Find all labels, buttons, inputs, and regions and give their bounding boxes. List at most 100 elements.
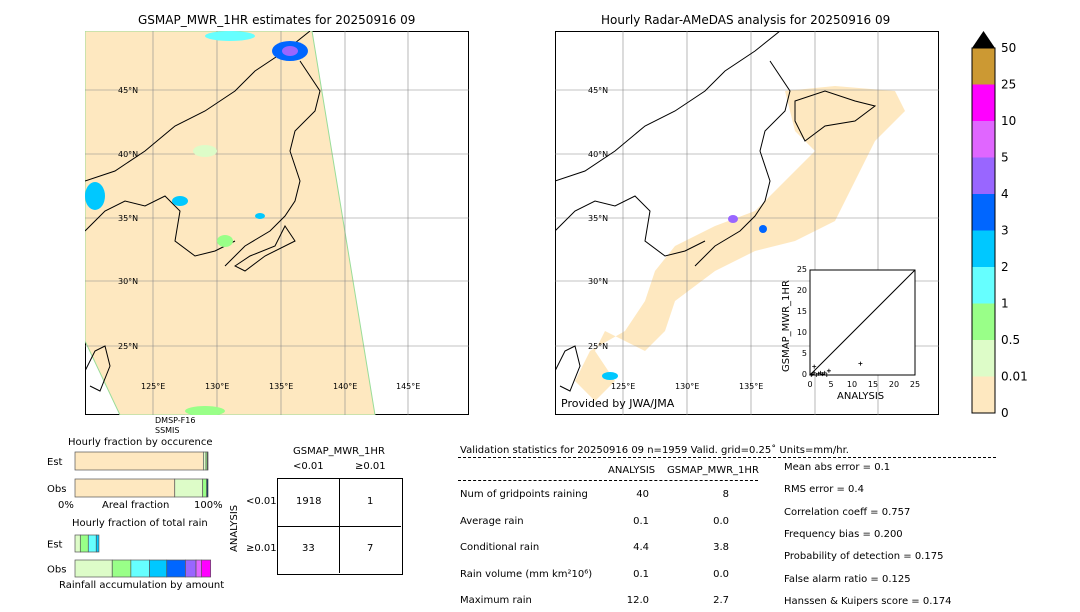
scatter-point [816, 371, 821, 376]
scatter-point [812, 370, 817, 375]
stats-g: 0.0 [713, 568, 729, 580]
lat-label: 45°N [118, 86, 138, 95]
score: Correlation coeff = 0.757 [784, 506, 911, 518]
y-tick: 0 [802, 370, 807, 379]
lat-label: 25°N [588, 342, 608, 351]
tick-100: 100% [194, 500, 223, 511]
score: False alarm ratio = 0.125 [784, 573, 911, 585]
lon-label: 135°E [269, 382, 293, 391]
stats-col-analysis: ANALYSIS [608, 465, 656, 476]
y-tick: 20 [797, 286, 807, 295]
colorbar-extend-arrow [972, 31, 995, 48]
swath [85, 31, 376, 415]
left-map: 45°N 40°N 35°N 30°N 25°N 125°E 130°E 135°E 140°… [85, 31, 469, 415]
colorbar-label: 4 [1001, 187, 1009, 201]
rain-patches [85, 31, 308, 415]
stats-g: 0.0 [713, 515, 729, 527]
colorbar-segment [972, 376, 995, 413]
rain-xlabel: Rainfall accumulation by amount [59, 580, 225, 591]
bar-segment [74, 559, 113, 578]
y-tick: 10 [797, 328, 807, 337]
x-tick: 0 [807, 380, 812, 389]
colorbar-segment [972, 84, 995, 121]
colorbar-segment [972, 194, 995, 231]
colorbar-label: 0.01 [1001, 370, 1028, 384]
coastline [85, 31, 321, 392]
scatter-point [824, 373, 829, 377]
bar-segment [74, 478, 176, 498]
row-label: Est [47, 540, 63, 551]
colorbar-label: 0 [1001, 406, 1009, 420]
row-header: <0.01 [246, 496, 277, 507]
scatter-point [818, 370, 823, 375]
lon-label: 125°E [611, 382, 635, 391]
cell-hit: 7 [367, 543, 374, 554]
left-map-title: GSMAP_MWR_1HR estimates for 20250916 09 [138, 13, 416, 27]
colorbar-label: 25 [1001, 78, 1016, 92]
stats-label: Conditional rain [460, 542, 540, 553]
scatter-ylabel: GSMAP_MWR_1HR [781, 280, 792, 372]
stats-a: 12.0 [626, 595, 649, 606]
colorbar-label: 2 [1001, 260, 1009, 274]
colorbar: 50 25 10 5 4 3 2 1 0.5 0.01 0 [971, 31, 1028, 420]
bar-segment [149, 559, 168, 578]
lat-label: 40°N [588, 150, 608, 159]
lat-label: 40°N [118, 150, 138, 159]
scatter-point [820, 372, 825, 377]
bar-segment [201, 559, 212, 578]
score: Probability of detection = 0.175 [784, 551, 944, 563]
lon-label: 130°E [205, 382, 229, 391]
row-label: Obs [47, 565, 66, 576]
bar-segment [206, 478, 209, 498]
bar-segment [95, 534, 100, 553]
colorbar-segment [972, 340, 995, 377]
y-tick: 25 [797, 265, 807, 274]
contingency-title: GSMAP_MWR_1HR [293, 446, 385, 457]
rain-title: Hourly fraction of total rain [72, 518, 208, 529]
row-label: Obs [47, 484, 66, 495]
colorbar-label: 5 [1001, 151, 1009, 165]
score: RMS error = 0.4 [784, 484, 864, 496]
colorbar-segment [972, 48, 995, 85]
scatter-point [809, 373, 814, 377]
bar-segment [185, 559, 197, 578]
lat-label: 30°N [118, 277, 138, 286]
col-header: <0.01 [293, 461, 324, 472]
scatter-point [814, 373, 819, 377]
scatter-inset: 0 5 10 15 20 25 0 5 10 15 20 25 ANALYSIS GSMAP_MWR_1H… [781, 265, 920, 402]
lat-label: 35°N [588, 214, 608, 223]
scatter-point [810, 372, 815, 377]
stats-a: 0.1 [633, 568, 649, 580]
bar-segment [79, 534, 89, 553]
x-tick: 10 [847, 380, 857, 389]
scatter-point [812, 364, 817, 369]
left-lat-labels: 45°N 40°N 35°N 30°N 25°N 125°E 130°E 135°E 140°… [118, 86, 420, 391]
stats-a: 4.4 [633, 542, 649, 553]
x-tick: 5 [828, 380, 833, 389]
colorbar-label: 3 [1001, 224, 1009, 238]
stats-a: 0.1 [633, 515, 649, 527]
bar-segment [74, 534, 81, 553]
stats-g: 2.7 [713, 595, 729, 606]
bar-segment [74, 451, 204, 471]
colorbar-segment [972, 157, 995, 194]
bar-segment [166, 559, 186, 578]
stats-g: 8 [722, 489, 729, 500]
colorbar-segment [972, 121, 995, 158]
stats-label: Maximum rain [460, 595, 532, 606]
bar-segment [202, 478, 208, 498]
right-map-title: Hourly Radar-AMeDAS analysis for 2025091… [601, 13, 891, 27]
lon-label: 125°E [141, 382, 165, 391]
lat-label: 35°N [118, 214, 138, 223]
stats-col-gsmap: GSMAP_MWR_1HR [667, 465, 759, 476]
stats-label: Num of gridpoints raining [460, 489, 588, 500]
lon-label: 135°E [739, 382, 763, 391]
graticule [85, 31, 469, 415]
row-label: Est [47, 457, 63, 468]
scatter-point [822, 370, 827, 375]
lon-label: 140°E [333, 382, 357, 391]
occurrence-chart: Est Obs [47, 451, 209, 498]
x-tick: 25 [910, 380, 920, 389]
colorbar-label: 10 [1001, 114, 1016, 128]
diagonal-line [809, 269, 916, 376]
